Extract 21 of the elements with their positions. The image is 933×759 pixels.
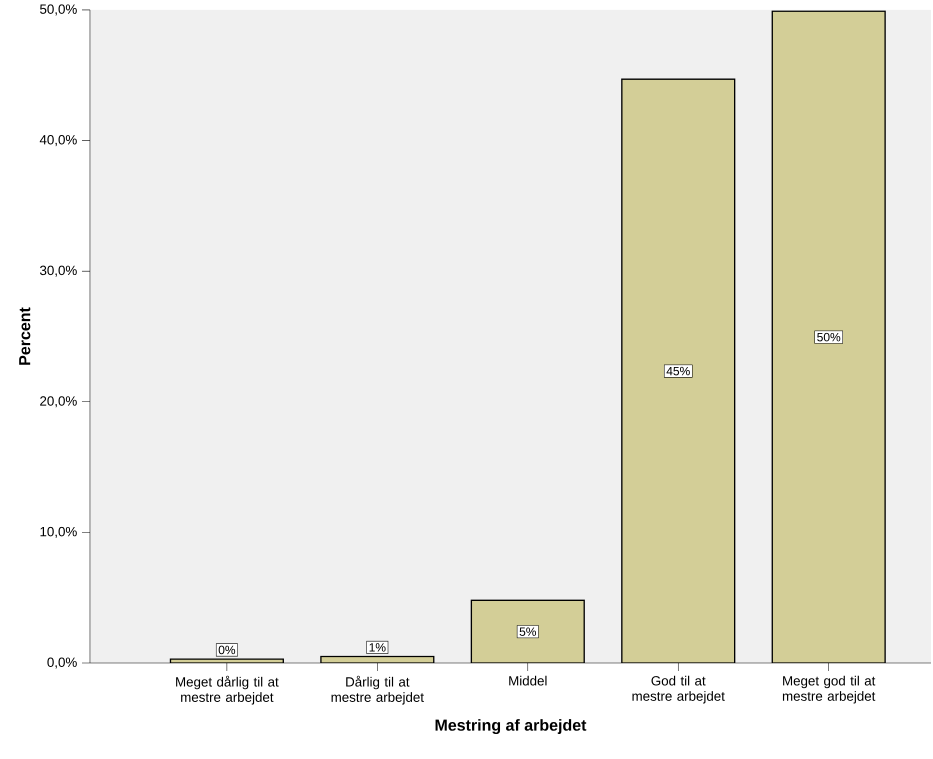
y-tick-label: 30,0% xyxy=(40,266,77,277)
y-tick-label: 50,0% xyxy=(40,4,77,16)
y-tick-label: 0,0% xyxy=(47,658,77,669)
x-tick-label: Dårlig til at mestre arbejdet xyxy=(332,676,424,705)
x-tick-label: God til at mestre arbejdet xyxy=(632,676,725,704)
y-tick-label: 20,0% xyxy=(40,396,77,408)
y-axis-title: Percent xyxy=(19,307,30,365)
x-tick-label: Meget dårlig til at mestre arbejdet xyxy=(176,676,279,705)
data-label: 1% xyxy=(370,643,386,652)
data-label: 5% xyxy=(520,627,536,636)
data-label: 50% xyxy=(817,332,840,342)
bar xyxy=(772,10,886,664)
data-label: 45% xyxy=(666,366,690,376)
x-axis-title: Mestring af arbejdet xyxy=(436,719,586,734)
bar xyxy=(621,78,736,664)
y-tick-label: 40,0% xyxy=(40,135,77,146)
data-label: 0% xyxy=(218,646,236,654)
x-tick-label: Middel xyxy=(509,676,547,686)
x-tick-label: Meget god til at mestre arbejdet xyxy=(782,676,876,704)
bar xyxy=(470,600,585,664)
y-tick-label: 10,0% xyxy=(40,526,77,538)
